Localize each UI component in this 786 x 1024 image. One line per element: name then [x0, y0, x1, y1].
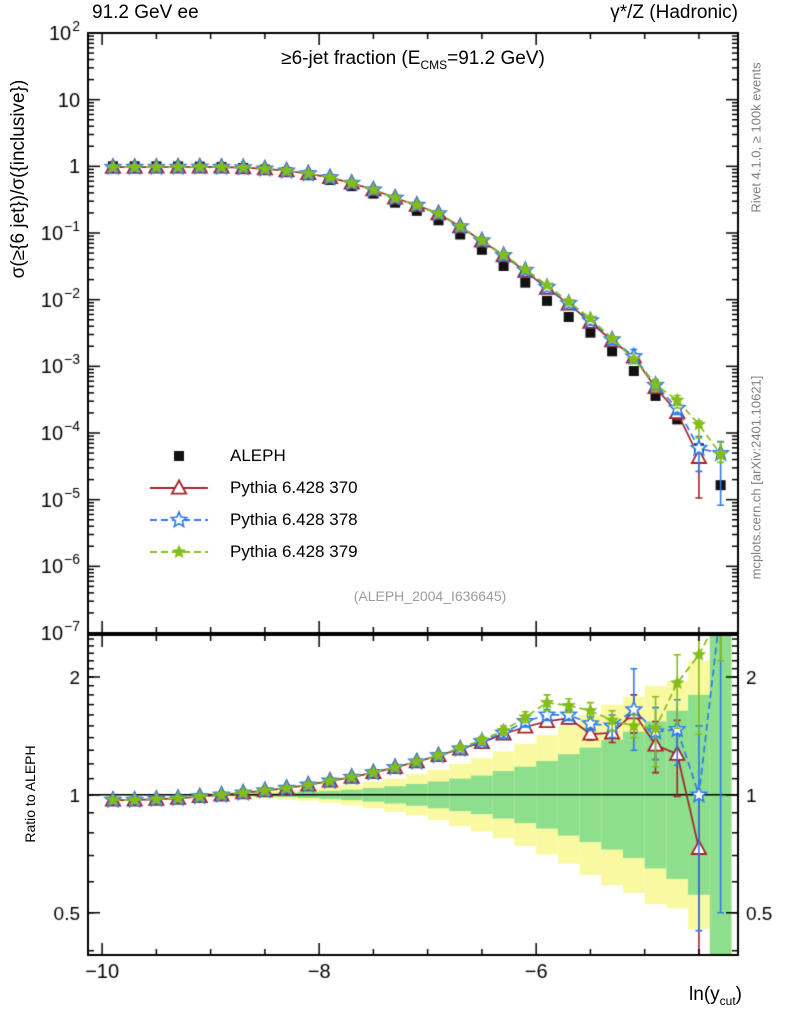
- side-note-mcplots: mcplots.cern.ch [arXiv:2401.10621]: [748, 375, 764, 580]
- legend-label-pythia-378: Pythia 6.428 378: [230, 510, 358, 529]
- x-axis-label-sub: cut: [719, 993, 736, 1008]
- panel-title-post: =91.2 GeV): [447, 48, 545, 69]
- ratio-y-axis-label: Ratio to ALEPH: [22, 745, 38, 843]
- legend-label-pythia-379: Pythia 6.428 379: [230, 542, 358, 561]
- x-axis-label-pre: ln(y: [689, 984, 720, 1005]
- side-note-generator: Rivet 4.1.0, ≥ 100k events: [748, 62, 764, 213]
- x-axis-label-post: ): [735, 984, 742, 1005]
- header-process: γ*/Z (Hadronic): [610, 2, 738, 23]
- panel-title: ≥6-jet fraction (ECMS=91.2 GeV): [0, 48, 786, 72]
- legend-label-pythia-370: Pythia 6.428 370: [230, 478, 358, 497]
- x-axis-label: ln(ycut): [689, 984, 742, 1008]
- header-beam-energy: 91.2 GeV ee: [92, 2, 199, 23]
- legend-label-aleph: ALEPH: [230, 446, 286, 465]
- main-y-axis-label: σ(≥{6 jet})/σ({inclusive}): [8, 79, 29, 279]
- panel-title-sub: CMS: [420, 57, 448, 72]
- watermark-analysis-id: (ALEPH_2004_I636645): [353, 588, 507, 604]
- panel-title-pre: ≥6-jet fraction (E: [281, 48, 421, 69]
